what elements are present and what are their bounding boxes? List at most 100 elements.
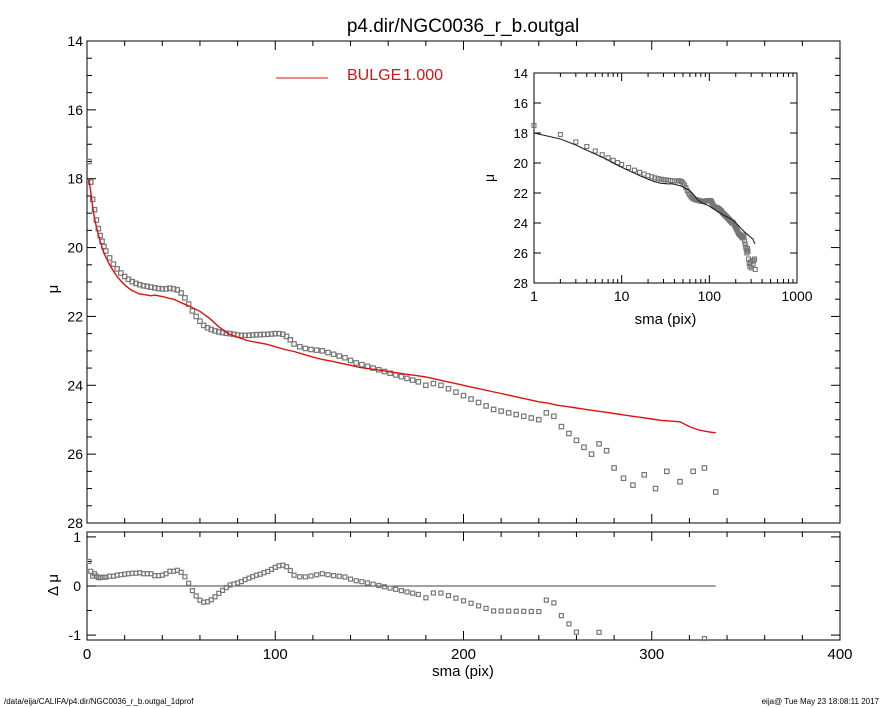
galaxy-profile-point [409,377,416,383]
y-tick-label: 22 [67,308,83,324]
inset-y-axis-label: μ [481,174,497,182]
inset-galaxy-profile-point [681,182,687,188]
galaxy-profile-point [528,415,535,421]
galaxy-profile-point [287,337,294,343]
footer-timestamp: eija@ Tue May 23 18:08:11 2017 [761,697,879,706]
galaxy-profile-point [336,353,343,359]
y-tick-label: 18 [67,171,83,187]
galaxy-profile-point [151,285,158,291]
galaxy-profile-point [95,225,102,232]
galaxy-profile-point [249,332,256,338]
galaxy-profile-point [313,347,320,353]
galaxy-profile-point [302,345,309,352]
residual-x-tick-label: 100 [263,646,288,663]
inset-galaxy-profile-point [557,131,563,138]
residual-point [498,608,504,614]
galaxy-profile-point [498,408,504,414]
galaxy-profile-point [197,318,203,325]
galaxy-profile-point [133,280,139,287]
inset-galaxy-profile-point [573,139,579,145]
galaxy-profile-point [513,411,520,418]
galaxy-profile-point [291,341,297,347]
galaxy-profile-point [91,206,98,213]
inset-bulge-model-line [533,132,756,245]
inset-y-tick-label: 16 [514,96,528,111]
galaxy-profile-point [253,331,260,338]
residual-y-axis-label: Δ μ [45,574,62,596]
residual-y-tick-label: 0 [73,578,81,594]
residual-y-tick-label: -1 [69,627,82,643]
galaxy-profile-point [566,430,572,437]
y-tick-label: 14 [67,33,83,49]
galaxy-profile-point [238,332,245,339]
galaxy-profile-point [664,468,670,475]
residual-point [297,574,303,580]
residual-point [314,572,320,578]
galaxy-profile-point [308,346,314,353]
residual-point [393,586,399,592]
residual-point [410,590,416,596]
residual-point [319,571,325,577]
chart-title: p4.dir/NGC0036_r_b.outgal [347,16,579,37]
inset-y-tick-label: 28 [514,276,528,291]
residual-point [521,608,527,614]
inset-galaxy-profile-point [631,167,638,173]
galaxy-profile-point [690,468,696,475]
residual-point [513,608,519,614]
galaxy-profile-point [438,382,444,389]
galaxy-profile-point [453,389,459,395]
residual-point [302,574,308,580]
inset-y-tick-label: 26 [514,246,528,261]
inset-galaxy-profile-point [592,148,598,154]
inset-galaxy-profile-point [649,174,655,180]
galaxy-profile-point [136,281,143,288]
residual-point [423,595,429,601]
galaxy-profile-point [415,379,422,385]
galaxy-profile-point [404,375,410,382]
residual-point [325,572,331,578]
inset-x-tick-label: 100 [698,288,722,304]
residual-point [212,594,218,600]
galaxy-profile-point [596,441,602,447]
galaxy-profile-point [155,285,162,292]
residual-point [566,621,572,627]
galaxy-profile-point [370,365,376,371]
galaxy-profile-point [347,357,354,364]
galaxy-profile-point [319,348,326,354]
residual-y-tick-label: 1 [73,529,81,545]
residual-point [445,593,452,599]
galaxy-profile-point [558,423,565,430]
galaxy-profile-point [535,416,542,423]
residual-point [364,580,371,586]
galaxy-profile-point [170,286,177,292]
residual-point [387,585,393,591]
residual-point [453,595,459,601]
inset-galaxy-profile-point [658,176,664,182]
galaxy-profile-point [242,332,248,339]
residual-point [86,558,92,565]
inset-x-tick-label: 10 [614,288,630,304]
galaxy-profile-point [652,485,659,492]
inset-y-tick-label: 22 [514,186,528,201]
galaxy-profile-point [268,331,275,337]
galaxy-profile-point [581,444,587,451]
inset-y-tick-label: 20 [514,156,528,171]
residual-point [468,600,474,606]
residual-point [376,582,382,589]
main-panel: 14 16 18 20 22 24 26 28 μ BULGE 1.000 [45,33,841,531]
y-axis-label: μ [45,285,62,294]
galaxy-profile-point [677,478,683,485]
galaxy-profile-point [163,286,169,292]
residual-point [551,600,557,606]
residual-x-tick-label: 0 [83,646,91,663]
footer-file-path: /data/eija/CALIFA/p4.dir/NGC0036_r_b.out… [4,697,194,706]
galaxy-profile-point [641,472,648,478]
residual-point [596,629,602,635]
galaxy-profile-point [272,330,279,337]
residual-point [219,587,226,594]
residual-point [287,567,293,574]
y-tick-label: 16 [67,102,83,118]
residual-point [182,574,188,580]
